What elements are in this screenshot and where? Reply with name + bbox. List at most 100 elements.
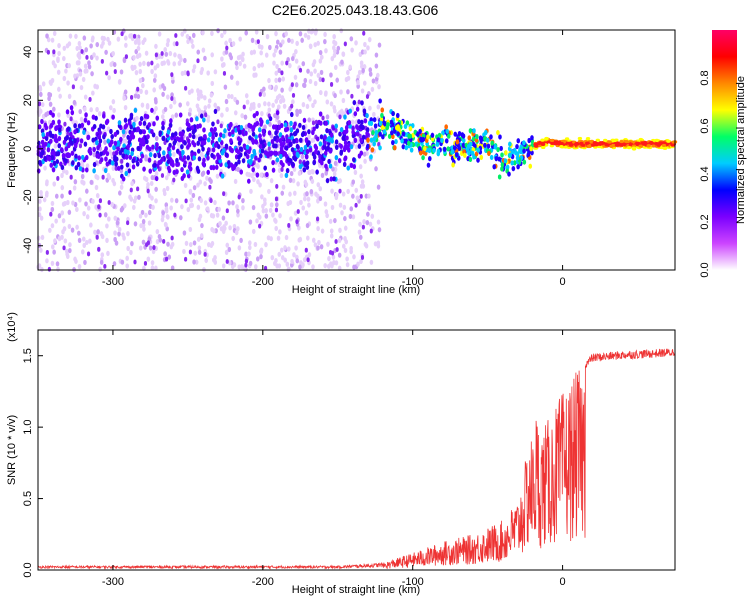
spectrogram-ridge-cell [295,143,300,150]
spectrogram-ridge-cell [112,145,116,151]
spectrogram-ridge-cell [70,150,75,156]
spectrogram-ridge-cell [97,142,102,148]
spectrogram-ridge-cell [170,132,175,138]
spectrogram-ridge-cell [192,155,196,161]
spectrogram-noise-cell [235,80,240,86]
spectrogram-noise-cell [323,39,327,45]
spectrogram-ridge-cell [247,122,251,128]
spectrogram-ridge-cell [421,155,425,161]
spectrogram-ridge-cell [359,137,364,143]
spectrogram-ridge-cell [329,132,334,138]
spectrogram-noise-cell [154,171,159,177]
spectrogram-noise-cell [348,213,353,220]
spectrogram-noise-cell [333,160,338,166]
spectrogram-ridge-cell [295,151,300,157]
spectrogram-ridge-cell [155,115,160,121]
spectrogram-ridge-cell [314,149,318,155]
spectrogram-ridge-cell [251,167,256,173]
spectrogram-noise-cell [235,64,239,71]
spectrogram-ridge-cell [435,141,440,147]
spectrogram-noise-cell [196,58,200,64]
spectrogram-ridge-cell [315,136,320,142]
spectrogram-noise-cell [274,207,279,213]
spectrogram-ridge-cell [323,134,327,140]
spectrogram-ridge-cell [58,127,62,133]
spectrogram-ridge-cell [328,163,333,169]
spectrogram-ridge-cell [239,169,244,175]
spectrogram-noise-cell [298,67,303,73]
spectrogram-ridge-cell [180,131,185,137]
spectrogram-noise-cell [361,67,365,74]
spectrogram-noise-cell [111,177,115,184]
spectrogram-noise-cell [99,43,104,49]
spectrogram-noise-cell [66,199,70,206]
spectrogram-ridge-cell [369,137,374,143]
spectrogram-noise-cell [67,209,72,215]
spectrogram-ridge-cell [522,159,527,165]
spectrogram-noise-cell [60,193,64,199]
spectrogram-noise-cell [136,186,140,192]
spectrogram-noise-cell [222,29,227,35]
spectrogram-ridge-cell [121,129,126,135]
spectrogram-ridge-cell [201,146,205,152]
spectrogram-ridge-cell [116,140,121,146]
spectrogram-noise-cell [251,204,256,211]
spectrogram-ridge-cell [232,163,237,170]
spectrogram-ridge-cell [261,143,266,149]
spectrogram-noise-cell [350,93,354,99]
spectrogram-ridge-cell [84,112,88,118]
spectrogram-noise-cell [140,102,145,108]
spectrogram-noise-cell [324,209,329,215]
spectrogram-ridge-cell [198,123,202,129]
spectrogram-ridge-cell [255,120,260,127]
spectrogram-noise-cell [231,235,235,242]
spectrogram-noise-cell [295,219,299,225]
spectrogram-ridge-cell [49,138,53,144]
spectrogram-noise-cell [314,119,318,125]
spectrogram-noise-cell [339,89,343,95]
spectrogram-noise-cell [263,124,267,130]
spectrogram-ridge-cell [92,161,97,168]
spectrogram-noise-cell [168,50,173,57]
spectrogram-ridge-cell [223,128,227,134]
spectrogram-noise-cell [93,83,97,89]
spectrogram-noise-cell [341,243,346,249]
spectrogram-ridge-cell [145,144,150,150]
spectrogram-ridge-cell [279,153,283,160]
spectrogram-noise-cell [136,45,141,51]
spectrogram-noise-cell [256,39,260,45]
y-tick-label: -40 [22,238,34,254]
spectrogram-noise-cell [305,235,310,241]
spectrogram-noise-cell [359,173,363,179]
spectrogram-noise-cell [350,119,355,125]
spectrogram-noise-cell [79,84,84,91]
spectrogram-noise-cell [342,204,347,210]
spectrogram-ridge-cell [99,157,104,163]
spectrogram-noise-cell [98,212,102,218]
spectrogram-noise-cell [311,264,315,270]
spectrogram-ridge-cell [598,142,604,146]
spectrogram-noise-cell [311,62,316,68]
spectrogram-noise-cell [41,81,46,87]
x-tick-label: -300 [102,276,124,288]
spectrogram-ridge-cell [361,134,366,140]
spectrogram-noise-cell [57,50,61,57]
spectrogram-noise-cell [61,218,66,224]
spectrogram-noise-cell [95,106,99,113]
spectrogram-ridge-cell [285,126,290,132]
spectrogram-noise-cell [232,223,237,230]
spectrogram-noise-cell [160,60,165,67]
spectrogram-noise-cell [161,210,166,216]
spectrogram-noise-cell [188,189,193,195]
spectrogram-noise-cell [308,96,312,102]
spectrogram-ridge-cell [352,157,356,163]
spectrogram-noise-cell [333,166,338,172]
spectrogram-ridge-cell [242,143,247,149]
snr-frame [37,329,676,571]
spectrogram-noise-cell [77,230,81,236]
spectrogram-ridge-cell [631,147,637,151]
spectrogram-ridge-cell [461,137,466,144]
spectrogram-noise-cell [38,108,43,114]
spectrogram-noise-cell [180,31,185,37]
spectrogram-noise-cell [249,188,253,194]
